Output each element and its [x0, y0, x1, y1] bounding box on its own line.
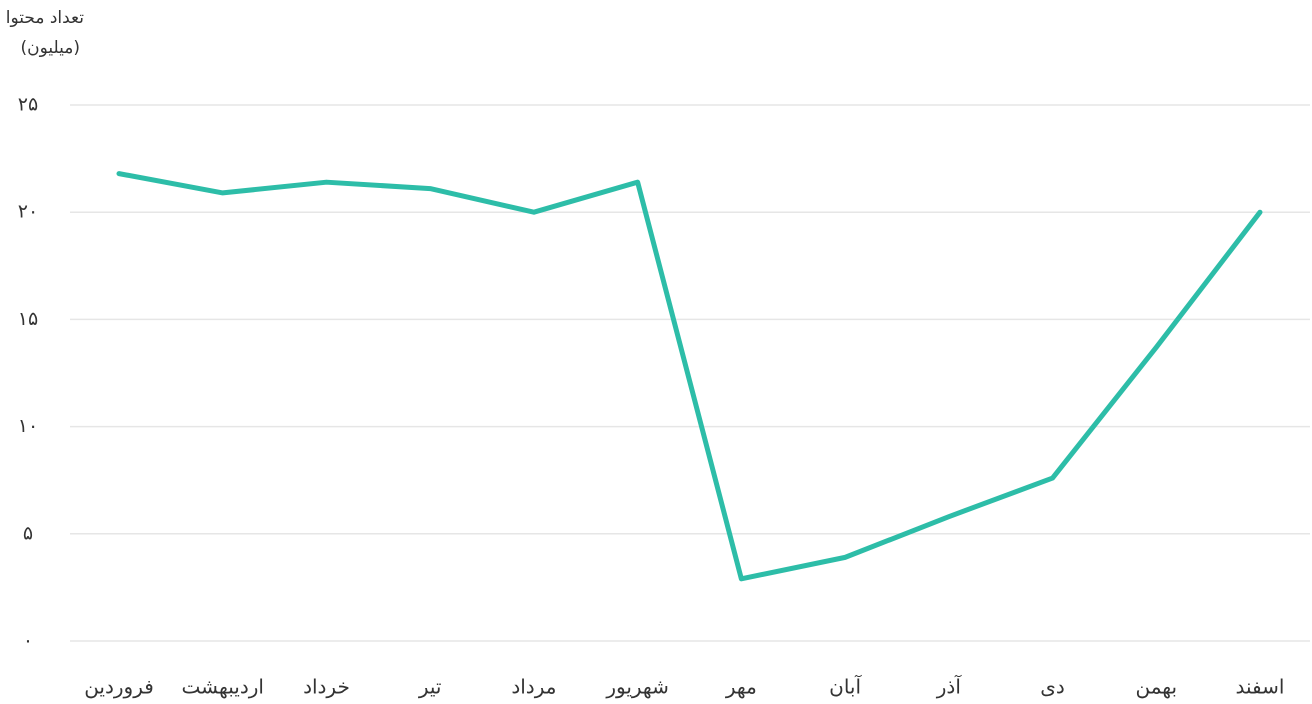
- x-tick-label: اردیبهشت: [182, 675, 264, 699]
- x-tick-label: فروردین: [84, 675, 154, 699]
- y-tick-label: ۵: [23, 522, 33, 544]
- y-tick-label: ۱۵: [18, 308, 38, 330]
- x-tick-label: دی: [1040, 675, 1065, 699]
- y-axis-title: تعداد محتوا: [6, 8, 85, 28]
- x-tick-label: آبان: [829, 674, 862, 699]
- y-tick-label: ۲۰: [18, 201, 38, 223]
- x-tick-label: مهر: [725, 675, 757, 699]
- x-tick-label: اسفند: [1236, 675, 1285, 699]
- x-tick-label: بهمن: [1135, 675, 1177, 699]
- x-tick-label: مرداد: [511, 675, 556, 699]
- line: [116, 171, 1263, 582]
- x-tick-label: شهریور: [605, 675, 669, 699]
- y-tick-label: ۰: [23, 630, 33, 652]
- x-tick-label: تیر: [418, 675, 442, 699]
- y-axis-title: (میلیون): [20, 38, 80, 58]
- y-tick-label: ۲۵: [18, 94, 38, 116]
- x-tick-label: آذر: [936, 674, 963, 699]
- y-tick-label: ۱۰: [18, 415, 38, 437]
- x-tick-label: خرداد: [303, 675, 350, 699]
